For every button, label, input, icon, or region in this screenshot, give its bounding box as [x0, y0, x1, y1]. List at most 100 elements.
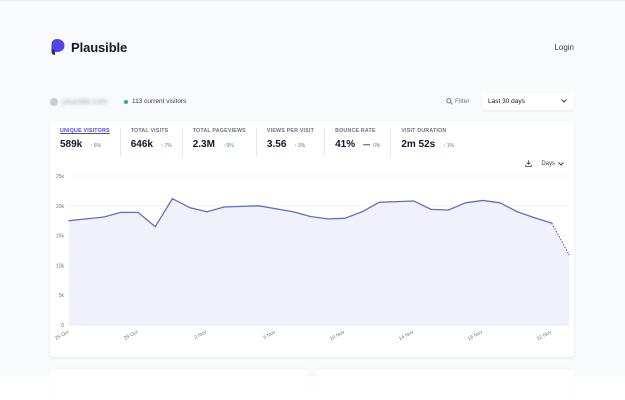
metric-value: 2.3M: [192, 139, 215, 150]
data-point: [240, 205, 243, 207]
metric-unique-visitors[interactable]: UNIQUE VISITORS 589k ↑6%: [50, 128, 121, 156]
current-visitors-label: 113 current visitors: [132, 98, 187, 105]
metric-change: ↑6%: [90, 143, 101, 149]
arrow-up-icon: ↑: [90, 143, 93, 149]
graph-controls: Days: [525, 160, 564, 167]
login-link[interactable]: Login: [554, 43, 574, 52]
metric-change: —0%: [363, 142, 381, 149]
y-tick-label: 5k: [59, 293, 65, 299]
period-picker[interactable]: Last 30 days: [482, 93, 574, 110]
filter-button[interactable]: Filter: [446, 98, 469, 105]
data-point: [258, 205, 260, 207]
data-point: [551, 222, 553, 224]
brand-logo[interactable]: Plausible: [50, 38, 127, 56]
x-tick-label: 22 Nov: [536, 329, 553, 342]
data-point: [275, 208, 277, 210]
y-tick-label: 0: [61, 323, 64, 329]
download-icon[interactable]: [525, 160, 533, 167]
chevron-down-icon: [561, 99, 567, 103]
data-point: [533, 217, 536, 219]
data-point: [499, 202, 501, 204]
data-point: [413, 200, 415, 202]
metric-visit-duration[interactable]: VISIT DURATION 2m 52s ↑1%: [391, 128, 464, 156]
data-point: [137, 211, 139, 213]
metric-change: ↑3%: [294, 143, 306, 149]
current-visitors[interactable]: 113 current visitors: [124, 98, 186, 105]
data-point: [85, 218, 87, 220]
metric-label: VISIT DURATION: [401, 128, 447, 134]
data-point: [292, 211, 294, 213]
x-tick-label: 10 Nov: [329, 329, 346, 342]
data-point: [430, 208, 432, 210]
arrow-up-icon: ↑: [160, 143, 164, 149]
flat-dash-icon: —: [363, 142, 371, 149]
visitors-area: [69, 198, 569, 325]
y-tick-label: 20k: [56, 204, 65, 210]
data-point: [154, 226, 156, 228]
data-point: [361, 211, 363, 213]
filter-label: Filter: [455, 98, 470, 105]
x-tick-label: 18 Nov: [467, 329, 484, 342]
metric-bounce-rate[interactable]: BOUNCE RATE 41% —0%: [325, 128, 392, 156]
x-tick-label: 29 Oct: [123, 329, 139, 341]
brand-name: Plausible: [71, 39, 128, 55]
data-point: [327, 218, 329, 220]
site-favicon-icon: [50, 97, 58, 106]
data-point: [171, 198, 174, 200]
metric-value: 3.56: [266, 139, 287, 150]
dashboard-toolbar: yoursite.com 113 current visitors Filter…: [50, 93, 574, 112]
metric-total-visits[interactable]: TOTAL VISITS 646k ↑7%: [121, 128, 183, 156]
site-switcher[interactable]: yoursite.com: [50, 97, 107, 106]
search-icon: [446, 98, 453, 105]
data-point: [344, 217, 346, 219]
data-point: [464, 202, 467, 204]
arrow-up-icon: ↑: [443, 143, 446, 149]
x-tick-label: 25 Oct: [54, 329, 70, 341]
data-point: [223, 206, 225, 208]
data-point: [120, 211, 122, 213]
plausible-logo-icon: [51, 39, 65, 55]
metric-total-pageviews[interactable]: TOTAL PAGEVIEWS 2.3M ↑9%: [183, 128, 257, 156]
metric-label: TOTAL VISITS: [130, 128, 169, 134]
data-point: [206, 211, 208, 213]
y-tick-label: 15k: [56, 234, 65, 240]
metric-value: 589k: [60, 139, 83, 150]
pages-card: [316, 369, 574, 400]
data-point: [447, 209, 449, 211]
metric-label: UNIQUE VISITORS: [60, 128, 110, 134]
metric-label: VIEWS PER VISIT: [266, 128, 315, 134]
site-name: yoursite.com: [62, 97, 108, 106]
data-point: [395, 201, 398, 203]
metric-change: ↑9%: [222, 143, 234, 149]
metric-value: 41%: [335, 139, 356, 150]
data-point: [568, 254, 570, 256]
data-point: [189, 206, 191, 209]
y-tick-label: 25k: [56, 174, 65, 180]
metric-views-per-visit[interactable]: VIEWS PER VISIT 3.56 ↑3%: [257, 128, 326, 156]
metric-change: ↑1%: [443, 143, 454, 149]
y-tick-label: 10k: [56, 263, 65, 269]
data-point: [516, 211, 518, 213]
main-graph-card: UNIQUE VISITORS 589k ↑6% TOTAL VISITS 646…: [50, 121, 574, 357]
interval-label: Days: [541, 160, 555, 167]
data-point: [102, 216, 105, 218]
top-nav: Plausible Login: [50, 38, 574, 58]
metric-label: TOTAL PAGEVIEWS: [192, 128, 246, 134]
top-stats: UNIQUE VISITORS 589k ↑6% TOTAL VISITS 646…: [50, 128, 464, 158]
arrow-up-icon: ↑: [294, 143, 297, 149]
data-point: [378, 201, 380, 203]
x-tick-label: 6 Nov: [262, 329, 277, 341]
interval-picker[interactable]: Days: [541, 161, 564, 167]
data-point: [482, 199, 484, 202]
sources-card: [50, 369, 308, 400]
metric-change: ↑7%: [160, 143, 172, 149]
chevron-down-icon: [558, 161, 564, 166]
metric-label: BOUNCE RATE: [335, 128, 376, 134]
data-point: [68, 220, 70, 222]
x-tick-label: 14 Nov: [398, 329, 415, 342]
data-point: [309, 215, 311, 218]
arrow-up-icon: ↑: [222, 143, 226, 149]
metric-value: 2m 52s: [401, 139, 436, 150]
x-tick-label: 2 Nov: [194, 329, 209, 341]
period-label: Last 30 days: [488, 98, 525, 105]
